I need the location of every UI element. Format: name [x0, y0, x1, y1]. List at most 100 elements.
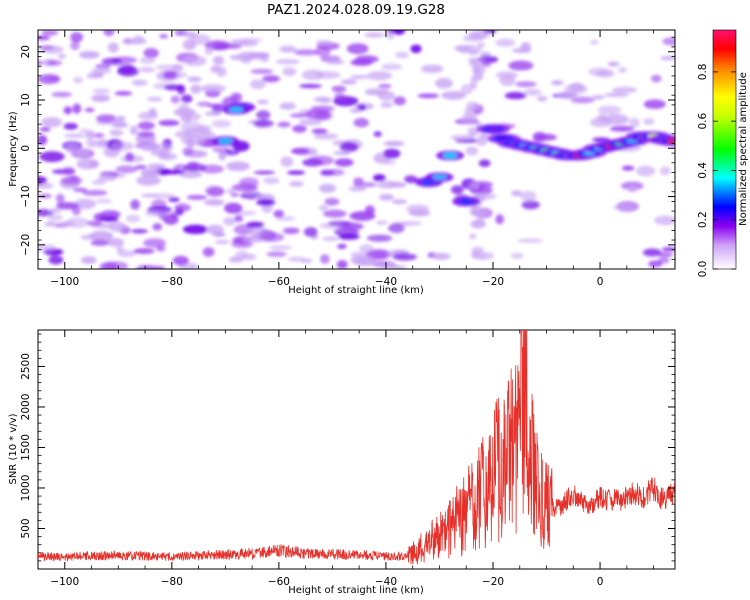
spectrogram-blob [153, 193, 176, 199]
spectrogram-blob [477, 55, 499, 64]
spectrogram-blob [393, 30, 406, 35]
spectrogram-blob [115, 165, 138, 174]
spectrogram-blob [182, 146, 194, 156]
spectrogram-blob [206, 186, 225, 197]
spectrogram-blob [180, 121, 203, 133]
spectrogram-blob [253, 120, 274, 128]
spectrogram-blob [178, 170, 203, 179]
spectrogram-blob [310, 105, 335, 112]
snr-series [38, 330, 675, 565]
spectrogram-blob [138, 67, 156, 73]
spectrogram-blob [359, 244, 374, 253]
spectrogram-blob [469, 76, 483, 81]
spectrogram-blob [308, 155, 335, 166]
spectrogram-blob [377, 180, 398, 189]
spectrogram-blob [326, 168, 345, 176]
spectrogram-blob [521, 200, 540, 210]
spectrogram-blob [153, 143, 174, 153]
spectrogram-blob [621, 181, 644, 191]
snr-y-tick-label: 1500 [20, 434, 32, 461]
spectrogram-blob [299, 83, 322, 89]
spectrogram-blob [79, 128, 90, 134]
spectrogram-blob [290, 147, 310, 155]
spectrogram-blob [300, 258, 313, 263]
spectrogram-blob [588, 67, 609, 77]
snr-y-tick-label: 2000 [20, 394, 32, 421]
spectrogram-blob [320, 254, 330, 264]
snr-y-tick-label: 2500 [20, 353, 32, 380]
spectrogram-blob [469, 80, 478, 90]
spectrogram-blob [467, 126, 479, 137]
spectrogram-x-tick-label: −80 [161, 276, 183, 288]
spectrogram-blob [348, 186, 367, 192]
spectrogram-blob [190, 84, 202, 94]
spectrogram-blob [382, 159, 397, 165]
spectrogram-blob [467, 57, 486, 62]
spectrogram-blob [282, 227, 300, 235]
spectrogram-blob [323, 209, 347, 218]
snr-y-tick-label: 1000 [20, 475, 32, 502]
colorbar-ticks: 0.0 0.2 0.4 0.6 0.8 [697, 64, 736, 277]
spectrogram-blob [256, 99, 269, 105]
spectrogram-blob [143, 238, 167, 248]
spectrogram-blob [322, 236, 340, 241]
spectrogram-blob [280, 156, 294, 167]
spectrogram-x-tick-label: 0 [597, 276, 604, 288]
spectrogram-blob [155, 64, 177, 70]
spectrogram-blob [336, 243, 347, 249]
spectrogram-blob [269, 245, 292, 251]
spectrogram-blob [495, 214, 504, 225]
spectrogram-blob [110, 141, 135, 151]
snr-x-tick-label: −20 [482, 576, 504, 588]
spectrogram-blob [459, 198, 474, 205]
spectrogram-blob [241, 253, 257, 261]
spectrogram-blob [103, 30, 115, 37]
spectrogram-blob [460, 84, 473, 95]
spectrogram-blob [470, 211, 477, 216]
spectrogram-blob [125, 214, 141, 223]
spectrogram-blob [133, 248, 155, 254]
snr-panel: −100 −80 −60 −40 −20 0 500 1000 1500 2000 2500 He… [8, 329, 676, 596]
spectrogram-blob [364, 90, 388, 96]
spectrogram-blob [286, 170, 306, 175]
spectrogram-blob [551, 80, 564, 86]
spectrogram-blob [324, 197, 340, 206]
spectrogram-blob [39, 151, 65, 163]
spectrogram-blob [350, 255, 375, 265]
spectrogram-blob [66, 143, 79, 155]
snr-x-axis-label: Height of straight line (km) [288, 585, 424, 596]
spectrogram-blob [441, 91, 466, 100]
spectrogram-blob [158, 119, 180, 127]
spectrogram-blob [603, 92, 629, 97]
colorbar-gradient [712, 29, 737, 270]
spectrogram-blob [80, 256, 97, 265]
spectrogram-blob [499, 75, 516, 87]
spectrogram-blob [234, 215, 244, 222]
spectrogram-blob [388, 223, 405, 233]
spectrogram-blob [39, 127, 51, 132]
spectrogram-blob [326, 59, 345, 65]
spectrogram-blob [256, 198, 276, 206]
spectrogram-blob [408, 209, 431, 217]
spectrogram-blob [76, 158, 100, 170]
spectrogram-blob [183, 55, 207, 67]
colorbar-label: Normalized spectral amplitude [738, 72, 749, 226]
spectrogram-blob [404, 175, 418, 184]
spectrogram-blob [174, 203, 191, 212]
spectrogram-blob [450, 185, 464, 195]
spectrogram-blob [276, 216, 296, 221]
snr-x-tick-label: −40 [375, 576, 397, 588]
spectrogram-blob [379, 193, 395, 201]
spectrogram-blob [86, 72, 104, 79]
spectrogram-blob [38, 74, 61, 85]
spectrogram-blob [101, 57, 122, 65]
spectrogram-blob [147, 163, 166, 169]
spectrogram-blob [139, 56, 156, 64]
spectrogram-blob [666, 138, 675, 144]
spectrogram-blob [38, 182, 54, 189]
spectrogram-blob [536, 95, 548, 102]
snr-y-ticks: 500 1000 1500 2000 2500 [20, 333, 675, 562]
spectrogram-blob [80, 234, 98, 240]
spectrogram-blob [218, 138, 233, 145]
spectrogram-blob [38, 60, 44, 66]
